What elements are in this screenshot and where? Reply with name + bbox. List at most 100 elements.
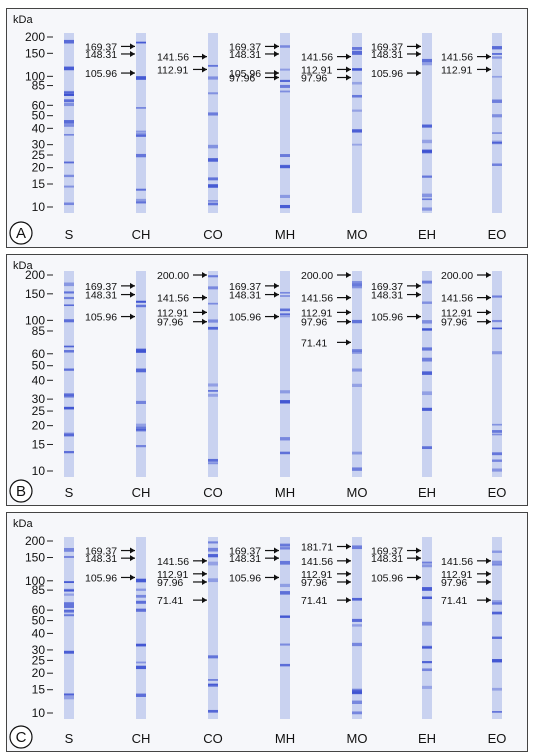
gel-band <box>208 709 218 713</box>
gel-band <box>136 429 146 432</box>
gel-band <box>64 319 74 323</box>
gel-band <box>208 158 218 162</box>
band-mw-label: 105.96 <box>371 572 403 584</box>
ladder-tick-label: 40 <box>32 626 46 640</box>
gel-band <box>208 144 218 149</box>
band-mw-label: 112.91 <box>441 307 472 319</box>
gel-panel-b: kDa 200 150 100 85 60 50 40 30 25 20 15 10 S CH CO MH MO E… <box>6 254 528 506</box>
ladder-tick-label: 10 <box>32 200 46 214</box>
gel-band <box>64 614 74 617</box>
gel-band <box>492 46 502 50</box>
gel-band <box>280 663 290 667</box>
gel-band <box>280 583 290 588</box>
gel-band <box>64 39 74 44</box>
gel-band <box>422 407 432 411</box>
gel-band <box>492 114 502 118</box>
gel-band <box>352 618 362 622</box>
band-mw-label: 97.96 <box>301 577 327 589</box>
band-mw-label: 105.96 <box>85 572 117 584</box>
gel-band <box>280 90 290 93</box>
gel-band <box>492 351 502 355</box>
gel-band <box>280 615 290 618</box>
band-mw-label: 200.00 <box>301 270 333 282</box>
gel-band <box>492 711 502 713</box>
gel-band <box>64 593 74 596</box>
gel-band <box>280 643 290 646</box>
panel-letter: B <box>16 483 26 500</box>
gel-band <box>492 468 502 472</box>
gel-band <box>422 685 432 689</box>
gel-band <box>352 68 362 71</box>
lane-label: CO <box>203 227 223 242</box>
gel-band <box>280 437 290 441</box>
gel-band <box>136 350 146 353</box>
gel-band <box>280 400 290 404</box>
gel-band <box>64 103 74 107</box>
band-mw-label: 141.56 <box>157 293 189 305</box>
gel-band <box>280 545 290 550</box>
gel-band <box>422 357 432 362</box>
gel-band <box>352 711 362 715</box>
band-mw-label: 97.96 <box>441 577 467 589</box>
ladder-tick-label: 60 <box>32 603 46 617</box>
gel-band <box>64 174 74 178</box>
lane-eo <box>492 271 502 477</box>
lane-mo <box>352 537 362 719</box>
gel-band <box>64 406 74 410</box>
gel-band <box>136 300 146 303</box>
ladder-tick-label: 150 <box>25 287 45 301</box>
gel-band <box>136 76 146 80</box>
band-mw-label: 148.31 <box>85 290 117 302</box>
ladder-tick-label: 10 <box>32 464 46 478</box>
gel-band <box>352 349 362 352</box>
gel-band <box>492 611 502 615</box>
ladder-tick-label: 30 <box>32 138 46 152</box>
lane-label: EO <box>488 227 507 242</box>
gel-band <box>136 423 146 427</box>
gel-band <box>64 202 74 206</box>
gel-band <box>352 624 362 627</box>
ladder-tick-label: 200 <box>25 534 45 548</box>
gel-band <box>422 139 432 144</box>
gel-band <box>208 177 218 181</box>
lane-eh <box>422 537 432 719</box>
band-mw-label: 169.37 <box>85 281 117 293</box>
gel-band <box>492 99 502 103</box>
gel-band <box>64 695 74 700</box>
gel-band <box>280 544 290 547</box>
gel-band <box>136 665 146 670</box>
band-mw-label: 97.96 <box>157 317 183 329</box>
ladder-tick-label: 50 <box>32 614 46 628</box>
lane-label: CO <box>203 485 223 500</box>
gel-band <box>136 426 146 430</box>
gel-band <box>64 605 74 608</box>
gel-band <box>64 350 74 353</box>
gel-band <box>352 286 362 289</box>
gel-band <box>208 76 218 80</box>
lane-label: CO <box>203 731 223 746</box>
gel-band <box>64 451 74 454</box>
ladder-tick-label: 15 <box>32 177 46 191</box>
gel-band <box>280 308 290 312</box>
band-mw-label: 97.96 <box>301 317 327 329</box>
gel-band <box>208 64 218 67</box>
gel-band <box>492 75 502 78</box>
gel-band <box>64 555 74 558</box>
band-mw-label: 181.71 <box>301 542 333 554</box>
gel-band <box>64 124 74 127</box>
gel-band <box>422 446 432 450</box>
lane-co <box>208 33 218 213</box>
gel-band <box>352 451 362 455</box>
ladder-tick-label: 200 <box>25 30 45 44</box>
gel-band <box>64 547 74 552</box>
gel-band <box>208 275 218 278</box>
band-mw-label: 112.91 <box>157 569 188 581</box>
lane-label: MO <box>347 731 368 746</box>
gel-band <box>208 202 218 206</box>
band-mw-label: 148.31 <box>229 49 261 61</box>
panel-letter: C <box>16 729 27 746</box>
gel-band <box>64 99 74 103</box>
gel-band <box>422 621 432 626</box>
band-mw-label: 71.41 <box>301 337 327 349</box>
